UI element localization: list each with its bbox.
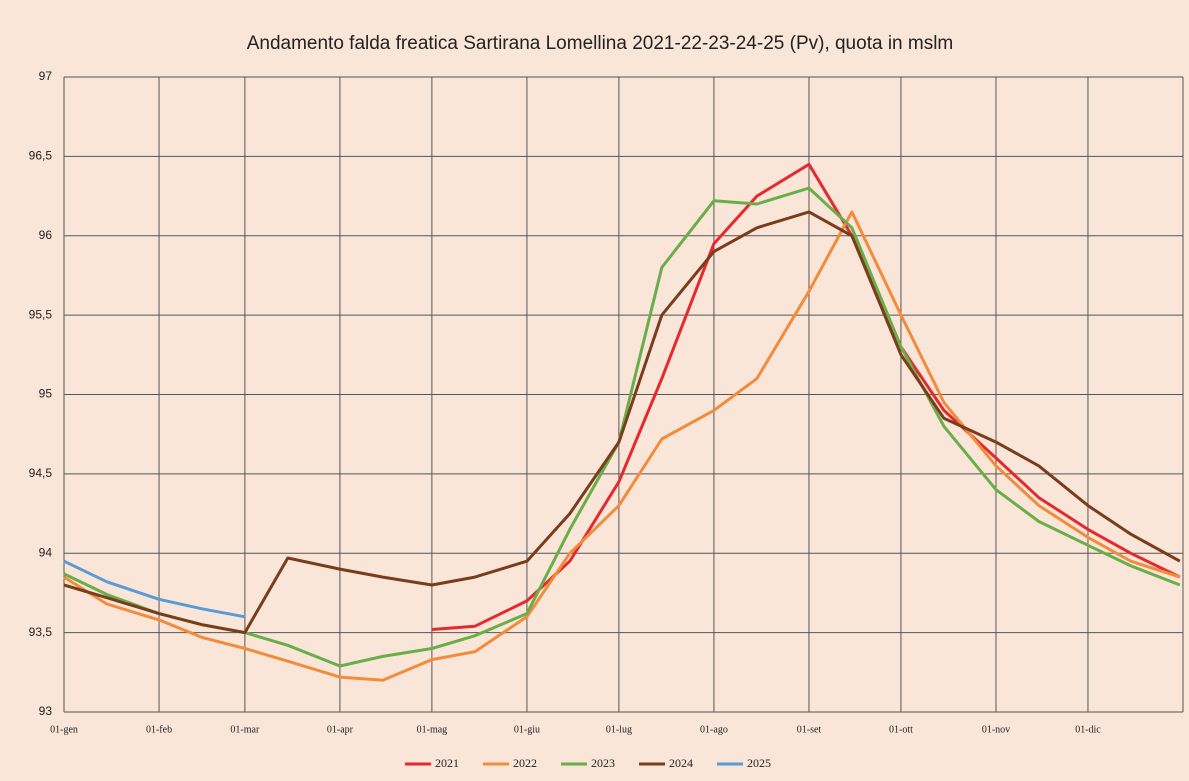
x-tick-label: 01-ott <box>889 724 913 735</box>
y-tick-label: 95,5 <box>29 307 53 321</box>
x-tick-label: 01-lug <box>606 724 632 735</box>
x-tick-label: 01-gen <box>50 724 78 735</box>
y-tick-label: 97 <box>39 69 53 83</box>
x-tick-label: 01-nov <box>982 724 1010 735</box>
x-tick-label: 01-giu <box>514 724 540 735</box>
chart-title: Andamento falda freatica Sartirana Lomel… <box>247 33 954 54</box>
x-tick-label: 01-set <box>797 724 822 735</box>
legend-label: 2024 <box>669 756 693 770</box>
legend-label: 2022 <box>513 756 537 770</box>
x-tick-label: 01-dic <box>1075 724 1101 735</box>
y-tick-label: 96,5 <box>29 149 53 163</box>
y-tick-label: 96 <box>39 228 53 242</box>
series-line <box>63 186 1181 668</box>
x-tick-label: 01-mag <box>417 724 448 735</box>
y-tick-label: 95 <box>39 387 53 401</box>
legend-label: 2025 <box>747 756 771 770</box>
series-line <box>431 162 1181 631</box>
series-line <box>63 210 1181 682</box>
y-tick-label: 94,5 <box>29 466 53 480</box>
legend-label: 2021 <box>435 756 459 770</box>
series-line <box>63 210 1181 635</box>
x-tick-label: 01-feb <box>146 724 172 735</box>
series-line <box>63 559 246 619</box>
x-tick-label: 01-ago <box>700 724 728 735</box>
x-tick-label: 01-apr <box>327 724 354 735</box>
legend-label: 2023 <box>591 756 615 770</box>
y-tick-label: 93 <box>39 704 53 718</box>
x-tick-label: 01-mar <box>230 724 260 735</box>
y-tick-label: 94 <box>39 545 53 559</box>
y-tick-label: 93,5 <box>29 625 53 639</box>
